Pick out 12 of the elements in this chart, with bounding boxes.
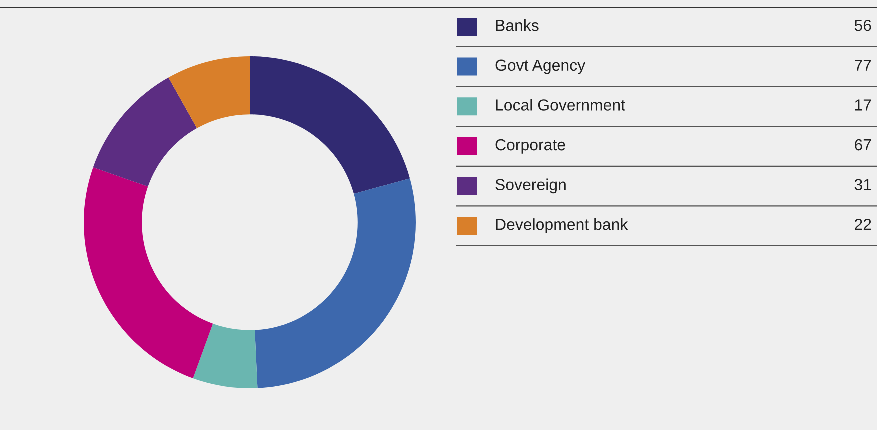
data-label: 67 bbox=[855, 139, 872, 151]
legend-label: Govt Agency bbox=[496, 60, 586, 74]
data-label: 22 bbox=[855, 218, 872, 230]
legend-label: Corporate bbox=[496, 139, 566, 154]
data-label: 56 bbox=[854, 20, 872, 32]
data-label: 31 bbox=[854, 179, 872, 190]
legend-label: Banks bbox=[496, 20, 539, 32]
data-label: 17 bbox=[855, 100, 872, 111]
data-label: 77 bbox=[855, 60, 872, 71]
legend-label: Local Government bbox=[496, 99, 626, 111]
legend-label: Development bank bbox=[496, 218, 628, 234]
legend-label: Sovereign bbox=[496, 178, 566, 194]
